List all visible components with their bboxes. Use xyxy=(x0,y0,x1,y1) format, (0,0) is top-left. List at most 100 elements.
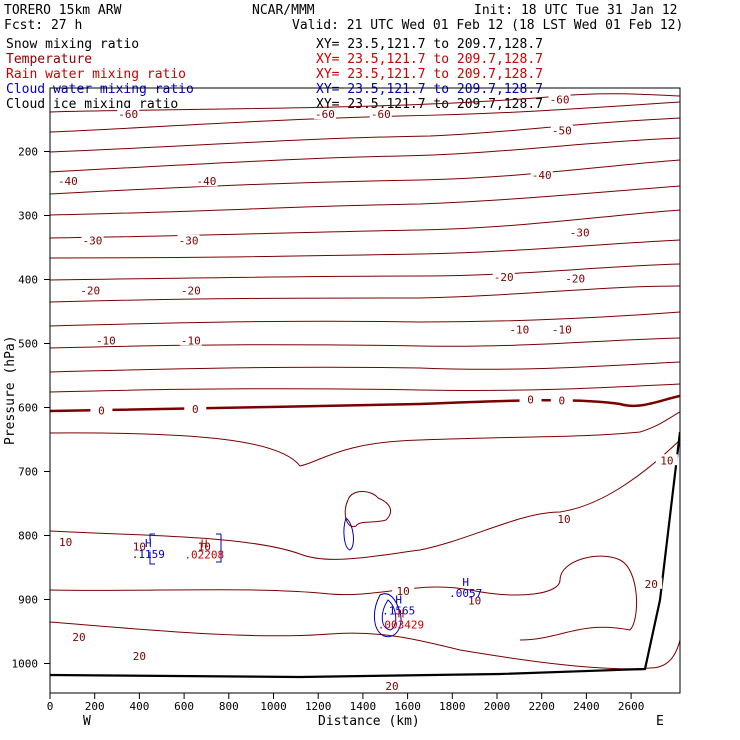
isotherm xyxy=(50,621,680,670)
temperature-label: 10 xyxy=(397,585,410,598)
x-tick-label: 1800 xyxy=(439,700,466,713)
x-tick-label: 1400 xyxy=(350,700,377,713)
label-backdrop xyxy=(117,108,140,120)
x-axis: 0 200 400 600 800 1000 1200 1400 1600 1800 2000 220… xyxy=(47,693,645,713)
forecast-hour: Fcst: 27 h xyxy=(4,18,82,33)
x-tick-label: 2400 xyxy=(573,700,600,713)
isotherm xyxy=(50,555,638,641)
label-backdrop xyxy=(519,393,542,405)
x-tick-label: 200 xyxy=(85,700,105,713)
cloud-water-contour xyxy=(381,599,397,631)
temperature-label: 10 xyxy=(557,513,570,526)
y-tick-label: 200 xyxy=(18,146,38,159)
label-backdrop xyxy=(550,394,573,406)
label-backdrop xyxy=(179,284,202,296)
label-backdrop xyxy=(369,108,392,120)
field-name: Rain water mixing ratio xyxy=(6,67,186,82)
temperature-label: 10 xyxy=(59,536,72,549)
y-tick-label: 700 xyxy=(18,466,38,479)
x-tick-label: 2600 xyxy=(618,700,645,713)
isotherm xyxy=(50,101,680,133)
temperature-label: -20 xyxy=(181,285,201,298)
temperature-label: -10 xyxy=(552,324,572,337)
temperature-label: -40 xyxy=(532,169,552,182)
temperature-label: -10 xyxy=(509,324,529,337)
center-label: NCAR/MMM xyxy=(252,3,315,18)
temperature-label: -60 xyxy=(118,108,138,121)
maximum-marker: H xyxy=(395,593,402,606)
x-tick-label: 600 xyxy=(174,700,194,713)
y-tick-label: 1000 xyxy=(12,658,39,671)
temperature-label: -20 xyxy=(494,271,514,284)
temperature-label: 10 xyxy=(468,594,481,607)
y-tick-label: 300 xyxy=(18,210,38,223)
x-tick-label: 1000 xyxy=(260,700,287,713)
isotherm xyxy=(50,159,680,195)
y-tick-label: 600 xyxy=(18,402,38,415)
field-name: Cloud water mixing ratio xyxy=(6,82,194,97)
temperature-label: -20 xyxy=(80,285,100,298)
label-backdrop xyxy=(195,175,218,187)
temperature-label: 20 xyxy=(72,631,85,644)
label-backdrop xyxy=(530,168,553,180)
valid-time: Valid: 21 UTC Wed 01 Feb 12 (18 LST Wed … xyxy=(292,18,683,33)
label-backdrop xyxy=(568,226,591,238)
isotherm xyxy=(50,185,680,216)
label-backdrop xyxy=(90,404,113,416)
y-tick-label: 500 xyxy=(18,338,38,351)
label-backdrop xyxy=(564,272,587,284)
maximum-value: .1159 xyxy=(132,548,165,561)
label-backdrop xyxy=(54,536,77,548)
temperature-label: -20 xyxy=(565,273,585,286)
maximum-marker: H xyxy=(398,607,405,620)
temperature-label: 20 xyxy=(645,578,658,591)
label-backdrop xyxy=(94,334,117,346)
y-tick-label: 800 xyxy=(18,530,38,543)
label-backdrop xyxy=(553,513,576,525)
temperature-label: -30 xyxy=(179,235,199,248)
cloud-water-contour xyxy=(216,533,222,563)
cloud-water-contour xyxy=(374,593,402,638)
y-axis-label: Pressure (hPa) xyxy=(3,335,18,445)
isotherm xyxy=(50,361,680,373)
x-tick-label: 2000 xyxy=(484,700,511,713)
isotherm xyxy=(50,93,680,113)
maximum-marker: H xyxy=(145,537,152,550)
temperature-label: -10 xyxy=(181,335,201,348)
label-backdrop xyxy=(128,650,151,662)
x-tick-label: 400 xyxy=(129,700,149,713)
temperature-label: -40 xyxy=(58,175,78,188)
temperature-label: -60 xyxy=(371,108,391,121)
isotherm xyxy=(50,285,680,303)
x-tick-label: 1200 xyxy=(305,700,332,713)
x-axis-label: Distance (km) xyxy=(318,714,420,729)
isotherm xyxy=(50,209,680,239)
temperature-label: 20 xyxy=(385,680,398,693)
label-backdrop xyxy=(640,577,663,589)
isotherm xyxy=(50,383,680,393)
contour-labels: -60 -60 -60 -60 -50 -40 -40 -40 -30 -30 -30 -20 -20 -… xyxy=(54,93,678,693)
y-tick-label: 900 xyxy=(18,594,38,607)
label-backdrop xyxy=(463,594,486,606)
west-label: W xyxy=(83,714,91,729)
label-backdrop xyxy=(380,680,403,692)
temperature-label: -30 xyxy=(83,235,103,248)
maximum-marker: H xyxy=(462,576,469,589)
label-backdrop xyxy=(56,175,79,187)
temperature-label: 10 xyxy=(660,454,673,467)
x-tick-label: 2200 xyxy=(528,700,555,713)
label-backdrop xyxy=(392,584,415,596)
label-backdrop xyxy=(128,540,151,552)
temperature-label: 10 xyxy=(133,541,146,554)
label-backdrop xyxy=(177,234,200,246)
temperature-label: 20 xyxy=(133,650,146,663)
y-tick-label: 400 xyxy=(18,274,38,287)
terrain-surface xyxy=(50,431,680,679)
label-backdrop xyxy=(81,234,104,246)
model-title: TORERO 15km ARW xyxy=(4,3,122,18)
maximum-value: .1565 xyxy=(382,604,415,617)
isotherm xyxy=(50,137,680,173)
field-xy: XY= 23.5,121.7 to 209.7,128.7 xyxy=(316,82,543,97)
temperature-label: -60 xyxy=(550,93,570,106)
